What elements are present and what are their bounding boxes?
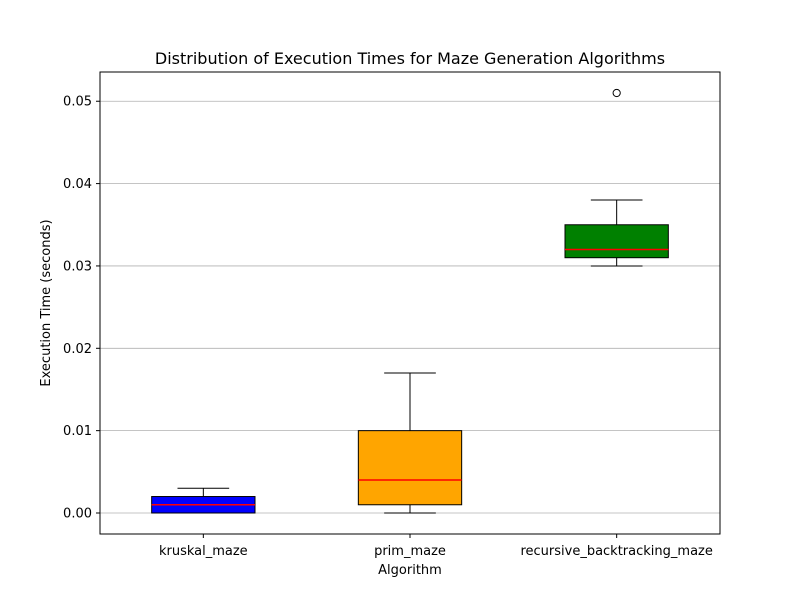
axis-ticks: 0.00 0.01 0.02 0.03 0.04 0.05 kruskal_maze prim… (63, 95, 713, 559)
x-tick-label: kruskal_maze (159, 544, 248, 559)
box-iqr (357, 430, 463, 506)
box-kruskal-maze (151, 487, 256, 514)
y-tick-label: 0.03 (63, 259, 92, 274)
box-iqr (564, 224, 669, 259)
x-axis-label: Algorithm (378, 563, 442, 578)
box-recursive-backtracking-maze (564, 88, 669, 267)
x-tick-label: recursive_backtracking_maze (520, 544, 712, 559)
grid-lines (100, 100, 720, 514)
chart-title: Distribution of Execution Times for Maze… (155, 49, 665, 68)
y-tick-label: 0.04 (63, 177, 92, 192)
y-tick-label: 0.02 (63, 342, 92, 357)
y-tick-label: 0.05 (63, 95, 92, 110)
outlier-point (612, 88, 621, 98)
y-tick-label: 0.00 (63, 507, 92, 522)
box-prim-maze (357, 372, 463, 514)
y-axis-label: Execution Time (seconds) (39, 219, 54, 386)
box-series (151, 88, 669, 514)
y-tick-label: 0.01 (63, 424, 92, 439)
x-tick-label: prim_maze (374, 544, 446, 559)
